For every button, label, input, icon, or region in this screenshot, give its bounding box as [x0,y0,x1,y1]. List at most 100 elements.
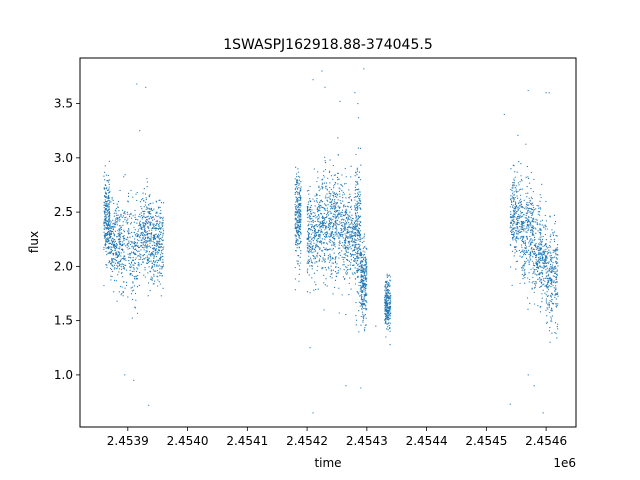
data-point [351,238,354,240]
data-point [313,225,316,227]
data-point [343,253,345,255]
data-point [535,254,537,256]
data-point [119,237,121,239]
data-point [135,218,137,220]
data-point [319,225,321,228]
data-point [116,264,118,266]
data-point [106,254,108,256]
data-point [153,270,155,272]
data-point [342,194,344,196]
data-point [159,231,161,233]
data-point [555,262,558,265]
data-point [542,279,545,281]
data-point [522,242,525,244]
data-point [147,282,150,284]
data-point [149,210,151,213]
data-point [352,240,354,242]
data-point [557,292,559,294]
data-point [117,230,119,232]
data-point [348,189,350,191]
data-point [358,233,361,235]
data-point [349,211,351,213]
data-point [317,219,319,221]
data-point [333,196,335,198]
data-point [345,176,347,178]
data-point [545,200,547,203]
data-point [153,275,155,277]
data-point [351,240,353,242]
data-point [343,219,345,221]
data-point [118,248,121,250]
data-point [337,253,340,255]
data-point [105,196,107,198]
data-point [386,292,388,294]
data-point [528,182,531,184]
data-point [522,266,524,268]
data-point [524,217,526,219]
data-point [108,238,110,240]
data-point [363,253,366,256]
data-point [316,231,318,234]
data-point [511,232,513,234]
data-point [312,255,314,257]
data-point [532,276,534,279]
data-point [109,236,111,238]
data-point [122,265,125,268]
data-point [295,166,297,168]
data-point [115,268,117,270]
data-point [161,246,163,249]
data-point [106,209,108,211]
data-point [358,246,360,248]
data-point [335,228,337,230]
data-point [356,268,358,270]
data-point [332,178,334,180]
data-point [105,240,107,243]
data-point [313,251,315,253]
data-point [150,208,152,210]
y-tick-label: 3.5 [54,97,73,111]
data-point [297,171,299,173]
data-point [144,266,146,269]
data-point [360,324,362,326]
data-point [347,259,349,262]
data-point [359,198,361,200]
data-point [543,265,545,267]
data-point [296,232,298,234]
data-point [553,231,556,233]
data-point [133,379,135,381]
data-point [361,304,363,306]
data-point [350,234,352,236]
data-point [153,283,155,285]
data-point [148,245,150,247]
data-point [533,248,535,251]
data-point [535,259,537,261]
data-point [327,214,330,216]
data-point [114,245,116,247]
data-point [551,299,553,301]
data-point [153,242,155,244]
data-point [332,248,334,250]
data-point [310,261,313,263]
data-point [115,242,118,245]
data-point [338,257,340,259]
data-point [313,248,315,250]
data-point [512,194,514,196]
data-point [539,223,541,225]
data-point [113,261,115,263]
data-point [540,240,542,242]
data-point [513,228,515,230]
data-point [387,329,389,331]
data-point [311,247,313,249]
data-point [299,256,301,258]
data-point [331,205,333,208]
data-point [306,207,308,209]
data-point [131,231,133,234]
data-point [331,234,333,236]
data-point [156,227,158,230]
data-point [344,246,347,248]
data-point [336,235,338,237]
data-point [314,250,317,252]
data-point [313,242,315,244]
data-point [107,209,109,212]
data-point [341,250,343,252]
